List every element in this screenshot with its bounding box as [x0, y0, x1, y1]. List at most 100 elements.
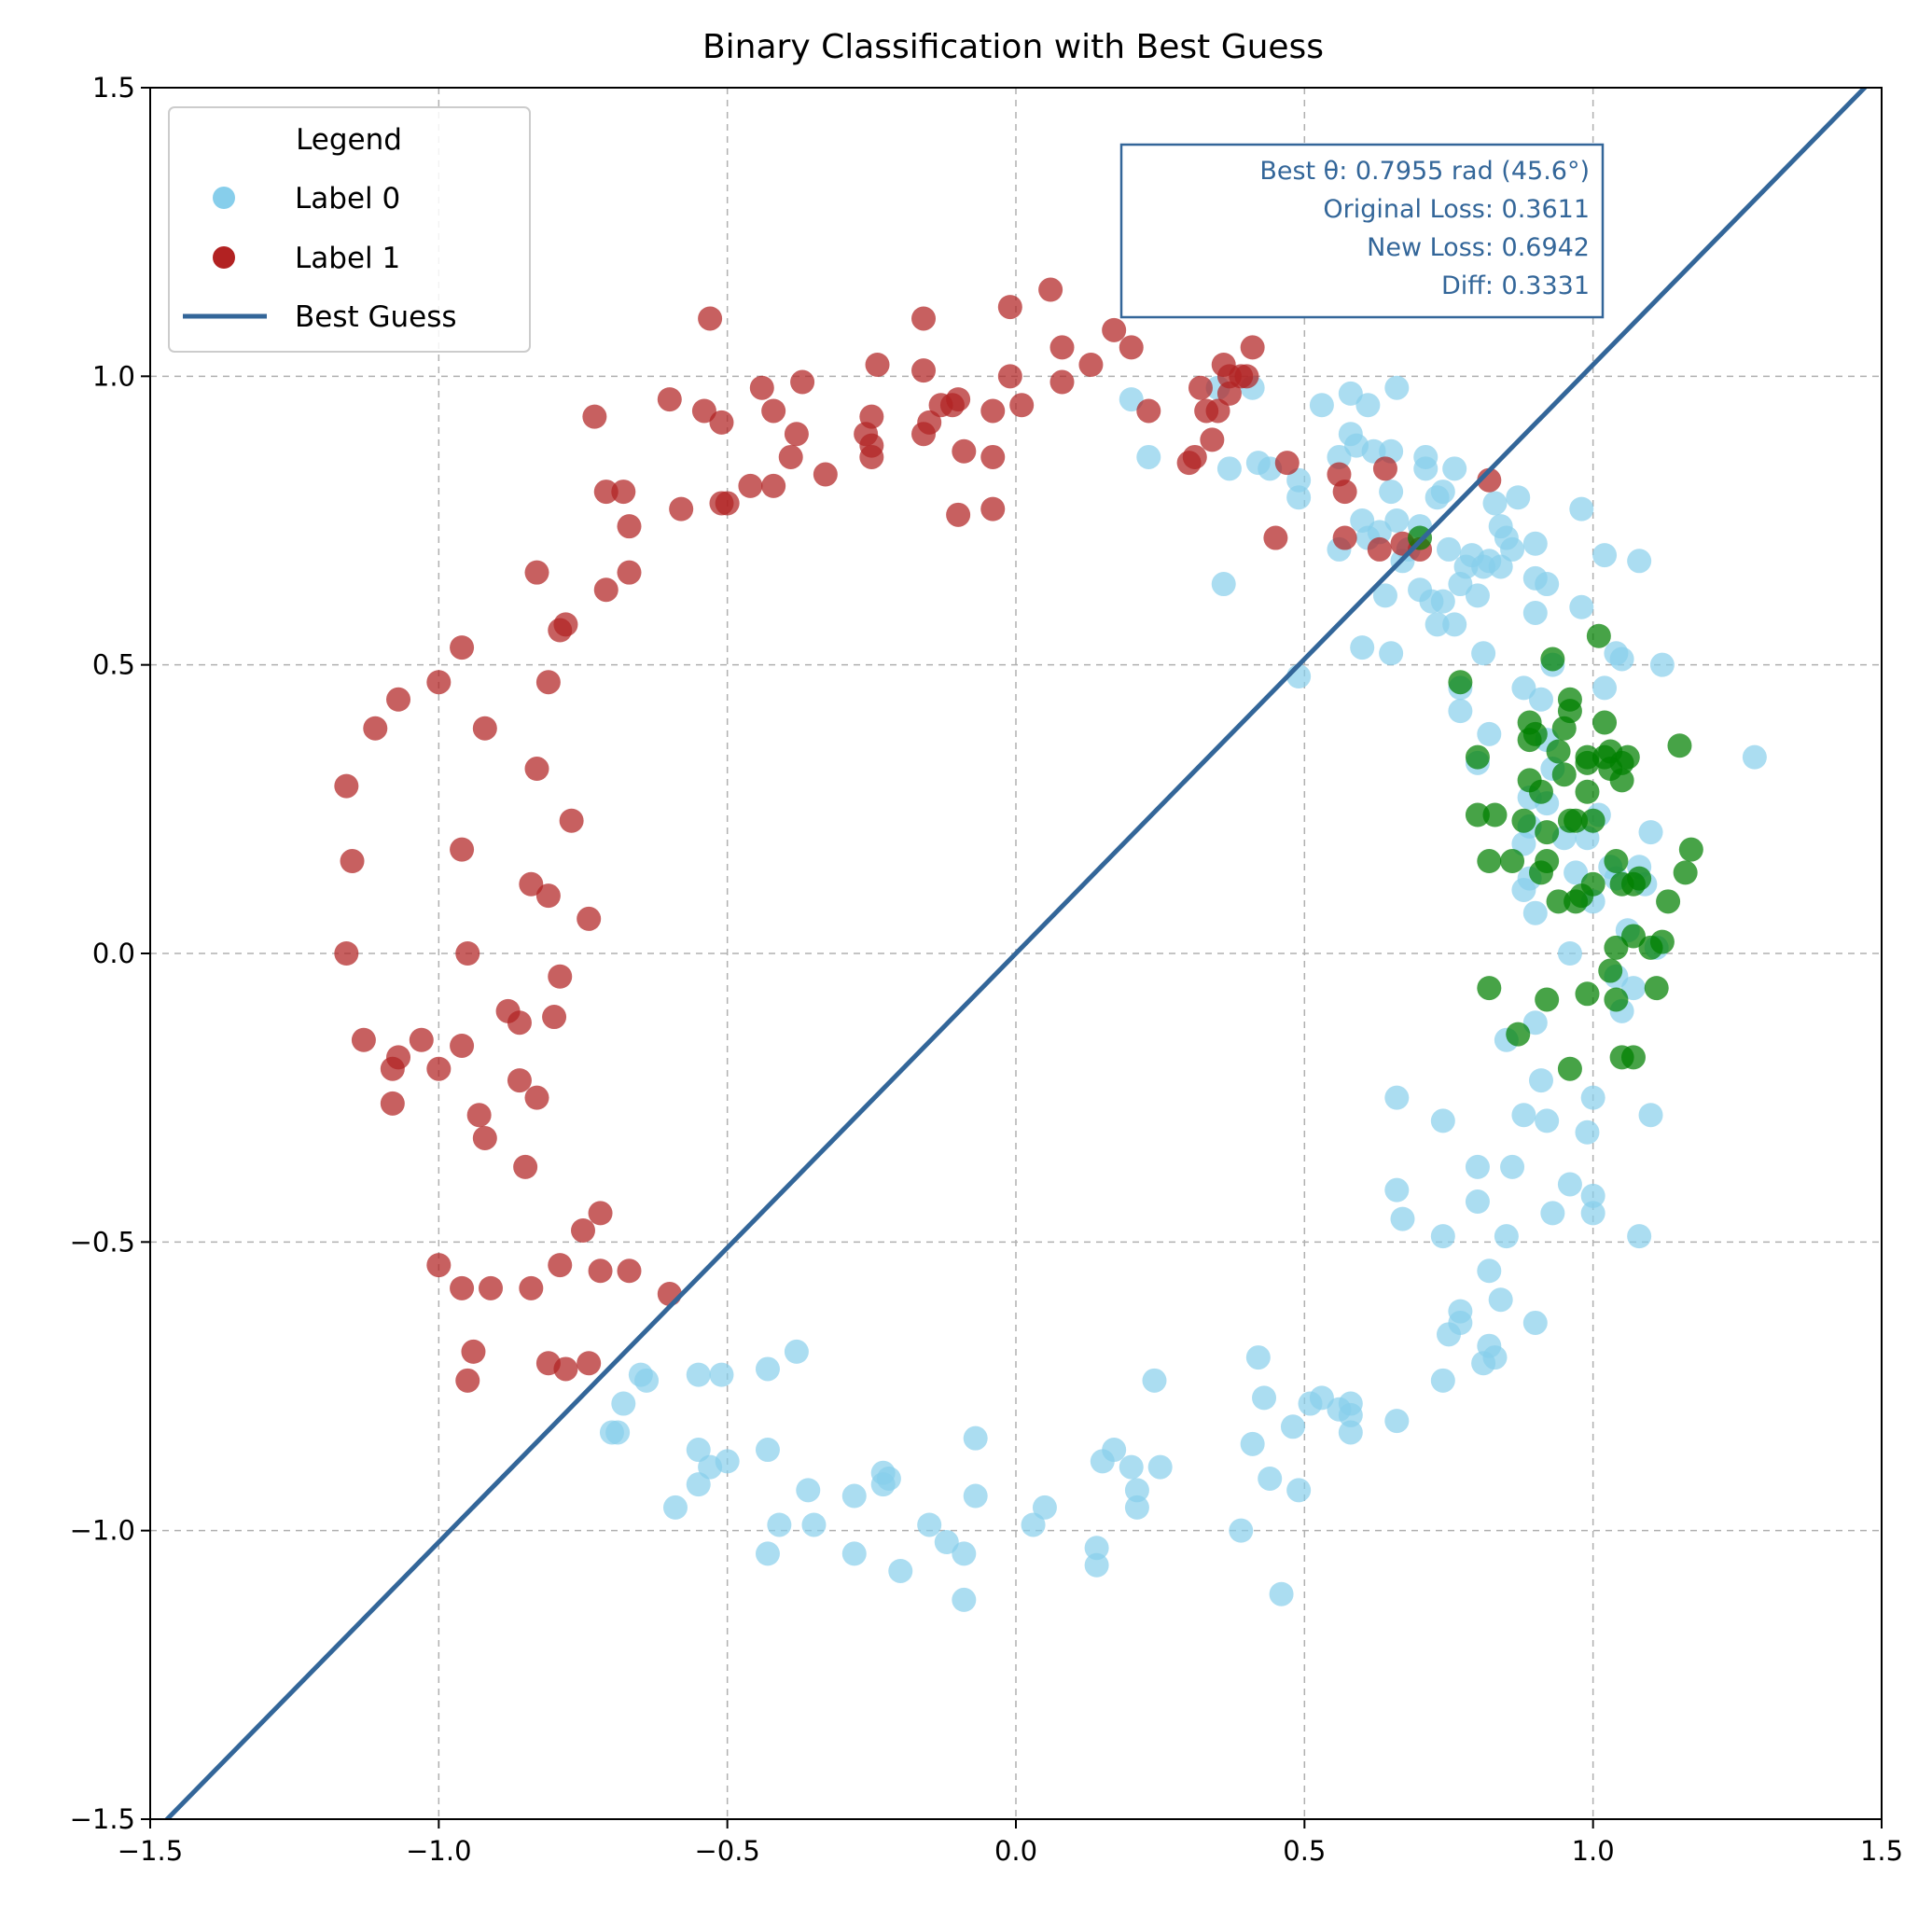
data-point	[1200, 427, 1225, 452]
data-point	[593, 480, 619, 505]
data-point	[784, 1339, 809, 1364]
data-point	[1522, 1310, 1548, 1335]
data-point	[1465, 1189, 1490, 1215]
data-point	[657, 1282, 682, 1307]
data-point	[1269, 1581, 1294, 1606]
data-point	[1535, 1108, 1560, 1133]
best-guess-line-layer	[163, 88, 1869, 1819]
legend-marker-label-0	[213, 187, 235, 209]
data-point	[1437, 536, 1461, 562]
data-point	[813, 462, 838, 487]
data-point	[997, 364, 1022, 389]
data-point	[1477, 976, 1502, 1001]
data-point	[1280, 1414, 1305, 1439]
data-point	[1032, 1495, 1057, 1520]
data-point	[1575, 981, 1600, 1007]
data-point	[1372, 583, 1397, 608]
loss-annotation: Best θ: 0.7955 rad (45.6°) Original Loss…	[1119, 143, 1605, 319]
data-point	[1477, 721, 1502, 746]
data-point	[761, 398, 786, 424]
data-point	[1355, 393, 1381, 418]
data-point	[1408, 525, 1433, 550]
y-tick-label: −1.5	[70, 1803, 135, 1835]
data-point	[1477, 849, 1502, 874]
best-guess-line	[163, 88, 1869, 1819]
x-tick-label: −0.5	[694, 1835, 759, 1867]
legend: Legend Label 0 Label 1 Best Guess	[168, 106, 531, 353]
data-point	[790, 369, 815, 395]
data-point	[542, 1005, 567, 1030]
data-point	[980, 398, 1006, 424]
data-point	[1522, 1010, 1548, 1036]
data-point	[662, 1495, 688, 1520]
data-point	[611, 1391, 636, 1416]
data-point	[548, 964, 573, 989]
data-point	[617, 560, 642, 585]
x-tick-label: 1.0	[1572, 1835, 1615, 1867]
data-point	[1142, 1368, 1167, 1393]
data-point	[1506, 1022, 1531, 1047]
data-point	[1557, 1172, 1582, 1197]
data-point	[1119, 335, 1144, 360]
data-point	[934, 1530, 959, 1555]
data-point	[588, 1258, 613, 1284]
legend-marker-label-1	[213, 246, 235, 269]
data-point	[1263, 525, 1288, 550]
data-point	[535, 883, 561, 909]
data-point	[1119, 387, 1144, 412]
data-point	[1274, 451, 1300, 476]
data-point	[535, 670, 561, 695]
data-point	[426, 670, 452, 695]
data-point	[1084, 1536, 1109, 1561]
data-point	[1540, 1201, 1565, 1226]
data-point	[888, 1558, 913, 1583]
data-point	[1592, 543, 1618, 568]
chart-title: Binary Classification with Best Guess	[702, 28, 1324, 66]
data-point	[755, 1438, 780, 1463]
data-point	[952, 438, 977, 464]
data-point	[507, 1068, 532, 1093]
data-point	[1620, 1045, 1646, 1070]
data-point	[1667, 733, 1692, 758]
data-point	[1350, 635, 1375, 660]
data-point	[1234, 364, 1259, 389]
data-point	[553, 1356, 578, 1382]
data-point	[1286, 485, 1312, 510]
data-point	[1309, 393, 1334, 418]
data-point	[1522, 531, 1548, 556]
data-point	[1384, 375, 1410, 400]
data-point	[1638, 1103, 1663, 1128]
data-point	[1430, 589, 1455, 614]
data-point	[1644, 976, 1669, 1001]
data-point	[617, 514, 642, 539]
legend-title: Legend	[296, 123, 402, 157]
data-point	[593, 577, 619, 603]
data-point	[980, 444, 1006, 469]
data-point	[1332, 525, 1357, 550]
data-point	[1240, 1431, 1265, 1456]
data-point	[577, 1351, 602, 1376]
data-point	[1592, 675, 1618, 701]
data-point	[1580, 1201, 1605, 1226]
data-point	[461, 1339, 486, 1364]
series-1	[334, 277, 1502, 1393]
data-point	[1430, 1368, 1455, 1393]
data-point	[611, 480, 636, 505]
data-point	[1488, 1287, 1513, 1313]
data-point	[865, 352, 890, 377]
axis-ticks: −1.5 −1.0 −0.5 0.0 0.5 1.0 1.5 −1.5 −1.0 −0.5 0.0 0…	[70, 72, 1903, 1867]
data-point	[1240, 335, 1265, 360]
data-point	[801, 1512, 827, 1537]
data-point	[657, 387, 682, 412]
data-point	[513, 1154, 538, 1179]
data-point	[1615, 744, 1640, 770]
data-point	[686, 1362, 711, 1387]
data-point	[1604, 935, 1629, 960]
x-tick-label: 1.5	[1860, 1835, 1903, 1867]
data-point	[1580, 871, 1605, 897]
data-point	[340, 849, 365, 874]
data-point	[796, 1478, 821, 1503]
y-tick-label: 1.5	[92, 72, 135, 104]
data-point	[1049, 369, 1075, 395]
